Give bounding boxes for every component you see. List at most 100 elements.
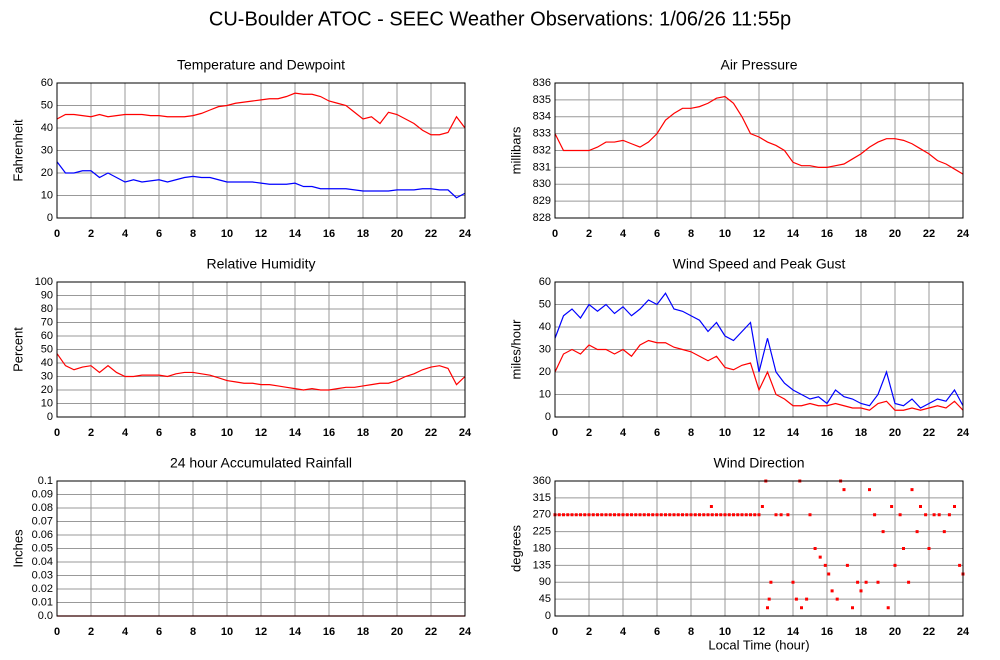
y-tick-label: 0.07: [32, 515, 53, 527]
data-point: [698, 513, 701, 517]
data-point: [600, 513, 604, 517]
data-line: [554, 292, 964, 409]
x-tick-label: 16: [323, 427, 335, 439]
data-line: [554, 339, 964, 411]
data-point: [868, 488, 871, 492]
data-point: [604, 513, 608, 517]
x-tick-label: 6: [654, 626, 660, 638]
y-tick-label: 828: [533, 212, 551, 224]
data-point: [668, 513, 672, 517]
data-point: [625, 513, 629, 517]
data-point: [827, 572, 831, 576]
x-tick-label: 16: [821, 228, 833, 240]
data-point: [608, 513, 612, 517]
x-tick-label: 0: [54, 228, 60, 240]
x-tick-label: 16: [821, 626, 833, 638]
data-point: [655, 513, 659, 517]
y-tick-label: 135: [533, 559, 551, 571]
y-tick-label: 45: [539, 593, 551, 605]
x-tick-label: 10: [221, 228, 233, 240]
data-point: [647, 513, 650, 517]
y-tick-label: 0: [47, 411, 53, 423]
y-axis-label: Inches: [10, 529, 25, 568]
data-point: [630, 513, 633, 517]
y-tick-label: 833: [533, 128, 551, 140]
data-point: [830, 589, 834, 593]
data-point: [744, 513, 748, 517]
x-tick-label: 4: [620, 427, 627, 439]
x-tick-label: 24: [459, 427, 472, 439]
data-point: [927, 547, 931, 550]
data-point: [958, 563, 962, 567]
y-tick-label: 829: [533, 195, 551, 207]
y-tick-label: 100: [35, 276, 53, 288]
y-tick-label: 0.09: [32, 488, 53, 500]
data-point: [757, 513, 761, 517]
data-point: [823, 563, 827, 567]
x-tick-label: 24: [459, 228, 472, 240]
data-point: [651, 513, 655, 517]
data-point: [942, 530, 946, 534]
data-point: [890, 505, 894, 508]
plot-frame: [56, 281, 466, 418]
data-point: [709, 505, 713, 508]
data-point: [723, 513, 727, 517]
x-tick-label: 10: [221, 626, 233, 638]
data-point: [898, 513, 902, 517]
x-tick-label: 16: [821, 427, 833, 439]
data-point: [842, 488, 846, 492]
data-point: [736, 513, 740, 517]
y-tick-label: 315: [533, 492, 551, 504]
chart-title: Relative Humidity: [207, 256, 316, 272]
x-tick-label: 18: [855, 626, 867, 638]
data-point: [767, 597, 771, 601]
y-tick-label: 20: [41, 167, 53, 179]
plot-frame: [554, 281, 964, 418]
data-point: [642, 513, 646, 517]
data-point: [932, 513, 936, 517]
y-tick-label: 20: [539, 366, 551, 378]
x-tick-label: 8: [190, 427, 196, 439]
x-tick-label: 4: [122, 427, 129, 439]
data-point: [638, 513, 642, 517]
data-point: [886, 606, 890, 610]
x-tick-label: 8: [688, 626, 694, 638]
data-point: [689, 513, 693, 517]
data-point: [808, 513, 812, 517]
data-point: [579, 513, 582, 517]
y-tick-label: 60: [539, 276, 551, 288]
data-point: [859, 589, 863, 593]
data-point: [873, 513, 877, 517]
x-tick-label: 20: [889, 427, 901, 439]
x-tick-label: 10: [719, 427, 731, 439]
x-tick-label: 2: [88, 626, 94, 638]
data-point: [910, 488, 914, 492]
x-tick-label: 14: [787, 626, 800, 638]
y-tick-label: 10: [539, 388, 551, 400]
data-point: [881, 530, 885, 534]
y-tick-label: 225: [533, 526, 551, 538]
x-tick-label: 14: [289, 427, 302, 439]
data-point: [856, 580, 860, 584]
y-tick-label: 50: [539, 298, 551, 310]
data-point: [791, 580, 795, 584]
x-tick-label: 0: [54, 626, 60, 638]
data-point: [760, 505, 764, 508]
chart-title: Air Pressure: [720, 57, 797, 73]
x-tick-label: 12: [255, 427, 267, 439]
data-point: [753, 513, 757, 517]
data-point: [786, 513, 790, 517]
y-axis-label: Fahrenheit: [10, 119, 25, 182]
data-point: [617, 513, 621, 517]
data-point: [715, 513, 718, 517]
y-tick-label: 70: [41, 316, 53, 328]
x-tick-label: 22: [923, 228, 935, 240]
x-tick-label: 24: [459, 626, 472, 638]
data-point: [557, 513, 561, 517]
data-point: [672, 513, 676, 517]
data-point: [587, 513, 591, 517]
data-point: [902, 547, 905, 550]
data-point: [591, 513, 595, 517]
data-point: [596, 513, 599, 517]
data-point: [947, 513, 951, 517]
